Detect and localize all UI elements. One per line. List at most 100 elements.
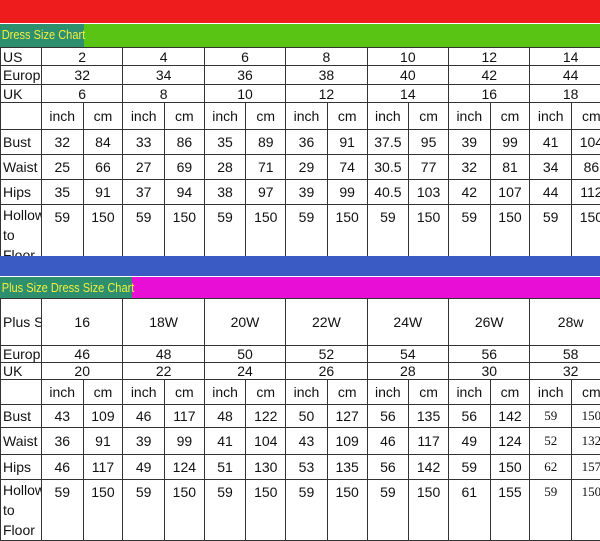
measurement-value: 59	[42, 480, 84, 541]
size-cell: 18	[530, 85, 600, 103]
unit-header: cm	[83, 380, 123, 405]
size-cell: 14	[530, 48, 600, 66]
size-cell: 12	[449, 48, 530, 66]
measurement-value: 56	[367, 405, 409, 428]
measurement-value: 127	[327, 405, 367, 428]
measurement-value: 59	[204, 480, 246, 541]
size-cell: 4	[123, 48, 204, 66]
measurement-value: 150	[490, 455, 530, 480]
measurement-value: 36	[286, 130, 328, 155]
measurement-value: 61	[449, 480, 491, 541]
unit-header: inch	[367, 380, 409, 405]
measurement-value: 46	[123, 405, 165, 428]
size-cell: 8	[286, 48, 367, 66]
size-cell: 48	[123, 346, 204, 363]
measurement-value: 53	[286, 455, 328, 480]
measurement-label: Bust	[1, 405, 42, 428]
measurement-value: 150	[164, 480, 204, 541]
measurement-value: 91	[327, 130, 367, 155]
size-cell: 22	[123, 363, 204, 380]
measurement-value: 84	[83, 130, 123, 155]
measurement-value: 59	[530, 405, 572, 428]
size-cell: 12	[286, 85, 367, 103]
measurement-value: 48	[204, 405, 246, 428]
measurement-value: 135	[409, 405, 449, 428]
unit-header: cm	[327, 103, 367, 130]
measurement-value: 49	[449, 428, 491, 455]
size-cell: 46	[42, 346, 123, 363]
measurement-value: 59	[123, 480, 165, 541]
unit-header: cm	[327, 380, 367, 405]
size-cell: 22W	[286, 299, 367, 346]
measurement-value: 77	[409, 155, 449, 180]
size-cell: 34	[123, 66, 204, 85]
measurement-value: 150	[571, 480, 600, 541]
unit-header: inch	[367, 103, 409, 130]
measurement-value: 99	[327, 180, 367, 205]
measurement-value: 150	[571, 405, 600, 428]
size-cell: 56	[449, 346, 530, 363]
size-cell: 32	[530, 363, 600, 380]
unit-header: cm	[83, 103, 123, 130]
measurement-label: Bust	[1, 130, 42, 155]
measurement-value: 59	[530, 480, 572, 541]
size-cell: 32	[42, 66, 123, 85]
row-label: Europe	[1, 66, 42, 85]
measurement-value: 117	[409, 428, 449, 455]
unit-header: cm	[164, 380, 204, 405]
measurement-value: 30.5	[367, 155, 409, 180]
size-cell: 16	[449, 85, 530, 103]
measurement-value: 150	[246, 480, 286, 541]
size-cell: 28	[367, 363, 448, 380]
europe-size-row: Europe46485052545658	[1, 346, 600, 363]
unit-header: cm	[571, 103, 600, 130]
measurement-value: 59	[286, 480, 328, 541]
size-cell: 42	[449, 66, 530, 85]
measurement-value: 40.5	[367, 180, 409, 205]
measurement-value: 124	[164, 455, 204, 480]
unit-header: inch	[449, 103, 491, 130]
size-cell: 24	[204, 363, 285, 380]
unit-header: cm	[246, 103, 286, 130]
size-cell: 8	[123, 85, 204, 103]
top-red-bar	[0, 0, 600, 23]
unit-header: inch	[123, 380, 165, 405]
unit-header: cm	[409, 380, 449, 405]
dress-title-bar: Dress Size Chart	[0, 24, 600, 47]
size-cell: 10	[204, 85, 285, 103]
measurement-value: 132	[571, 428, 600, 455]
measurement-value: 103	[409, 180, 449, 205]
measurement-value: 39	[123, 428, 165, 455]
measurement-value: 49	[123, 455, 165, 480]
measurement-value: 34	[530, 155, 572, 180]
size-cell: 26	[286, 363, 367, 380]
measurement-value: 150	[327, 480, 367, 541]
measurement-value: 41	[530, 130, 572, 155]
unit-header: inch	[204, 103, 246, 130]
measurement-value: 56	[367, 455, 409, 480]
measurement-value: 99	[490, 130, 530, 155]
plus-chart-title: Plus Size Dress Size Chart	[0, 277, 134, 298]
size-cell: 44	[530, 66, 600, 85]
size-cell: 20	[42, 363, 123, 380]
measurement-value: 81	[490, 155, 530, 180]
measurement-value: 51	[204, 455, 246, 480]
measurement-value: 46	[42, 455, 84, 480]
measurement-value: 35	[204, 130, 246, 155]
measurement-value: 27	[123, 155, 165, 180]
measurement-value: 74	[327, 155, 367, 180]
measurement-value: 50	[286, 405, 328, 428]
row-label: Europe	[1, 346, 42, 363]
dress-size-table: US2468101214Europe32343638404244UK681012…	[0, 47, 600, 266]
